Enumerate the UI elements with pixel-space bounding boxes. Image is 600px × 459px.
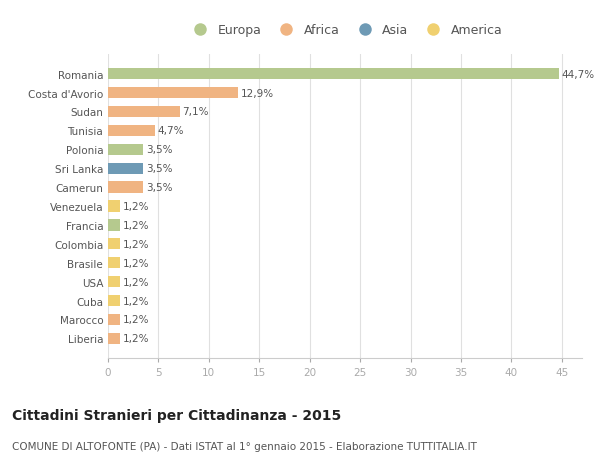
Bar bbox=[108, 295, 120, 307]
Bar bbox=[108, 163, 143, 174]
Text: 3,5%: 3,5% bbox=[146, 183, 172, 193]
Text: 1,2%: 1,2% bbox=[122, 334, 149, 344]
Bar bbox=[108, 125, 155, 137]
Bar bbox=[108, 106, 179, 118]
Bar bbox=[108, 182, 143, 193]
Text: 1,2%: 1,2% bbox=[122, 258, 149, 268]
Bar bbox=[108, 69, 559, 80]
Text: Cittadini Stranieri per Cittadinanza - 2015: Cittadini Stranieri per Cittadinanza - 2… bbox=[12, 409, 341, 422]
Text: 1,2%: 1,2% bbox=[122, 296, 149, 306]
Bar bbox=[108, 257, 120, 269]
Text: 4,7%: 4,7% bbox=[158, 126, 184, 136]
Legend: Europa, Africa, Asia, America: Europa, Africa, Asia, America bbox=[185, 22, 505, 40]
Text: 44,7%: 44,7% bbox=[562, 69, 595, 79]
Bar bbox=[108, 314, 120, 325]
Text: 1,2%: 1,2% bbox=[122, 239, 149, 249]
Text: COMUNE DI ALTOFONTE (PA) - Dati ISTAT al 1° gennaio 2015 - Elaborazione TUTTITAL: COMUNE DI ALTOFONTE (PA) - Dati ISTAT al… bbox=[12, 441, 477, 451]
Bar bbox=[108, 333, 120, 344]
Text: 7,1%: 7,1% bbox=[182, 107, 209, 117]
Bar bbox=[108, 239, 120, 250]
Text: 1,2%: 1,2% bbox=[122, 315, 149, 325]
Bar bbox=[108, 276, 120, 288]
Text: 1,2%: 1,2% bbox=[122, 202, 149, 212]
Bar bbox=[108, 88, 238, 99]
Text: 12,9%: 12,9% bbox=[241, 89, 274, 98]
Bar bbox=[108, 144, 143, 156]
Text: 3,5%: 3,5% bbox=[146, 145, 172, 155]
Text: 1,2%: 1,2% bbox=[122, 277, 149, 287]
Text: 3,5%: 3,5% bbox=[146, 164, 172, 174]
Text: 1,2%: 1,2% bbox=[122, 220, 149, 230]
Bar bbox=[108, 220, 120, 231]
Bar bbox=[108, 201, 120, 212]
